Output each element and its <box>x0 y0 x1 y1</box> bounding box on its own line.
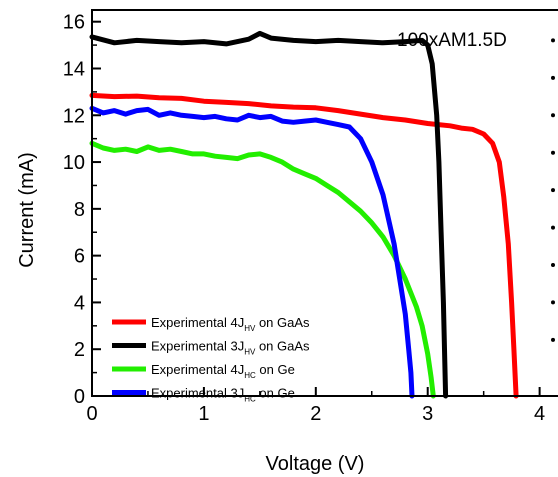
legend-label: Experimental 4JHC on Ge <box>151 362 295 380</box>
legend-label: Experimental 4JHV on GaAs <box>151 315 310 333</box>
annotation-label: 100xAM1.5D <box>397 30 507 51</box>
edge-marker <box>551 113 555 118</box>
y-tick-label: 6 <box>74 246 85 268</box>
edge-marker <box>551 262 555 267</box>
right-edge-markers <box>551 38 555 342</box>
series-line-2 <box>89 30 449 399</box>
edge-marker <box>551 38 555 43</box>
legend: Experimental 4JHV on GaAs Experimental 3J… <box>112 315 310 404</box>
y-axis-title: Current (mA) <box>16 152 38 268</box>
legend-label: Experimental 3JHC on Ge <box>151 386 295 404</box>
edge-marker <box>551 75 555 80</box>
x-tick-label: 4 <box>534 403 545 425</box>
legend-label: Experimental 3JHV on GaAs <box>151 339 310 357</box>
edge-marker <box>551 225 555 230</box>
edge-marker <box>551 337 555 342</box>
y-tick-label: 2 <box>74 339 85 361</box>
series-line-1 <box>89 92 519 399</box>
x-axis-title: Voltage (V) <box>266 453 365 475</box>
series-lines <box>89 30 519 399</box>
plot-frame <box>91 9 558 397</box>
y-tick-label: 16 <box>63 12 85 34</box>
y-tick-label: 14 <box>63 58 85 80</box>
edge-marker <box>551 300 555 305</box>
y-tick-label: 4 <box>74 292 85 314</box>
x-tick-label: 2 <box>310 403 321 425</box>
y-tick-label: 0 <box>74 386 85 408</box>
x-tick-label: 1 <box>198 403 209 425</box>
edge-marker <box>551 150 555 155</box>
y-tick-label: 12 <box>63 105 85 127</box>
y-tick-label: 10 <box>63 152 85 174</box>
x-tick-label: 3 <box>422 403 433 425</box>
series-line-3 <box>89 140 436 399</box>
series-line-4 <box>89 105 415 399</box>
edge-marker <box>551 188 555 193</box>
y-tick-label: 8 <box>74 199 85 221</box>
x-tick-label: 0 <box>86 403 97 425</box>
